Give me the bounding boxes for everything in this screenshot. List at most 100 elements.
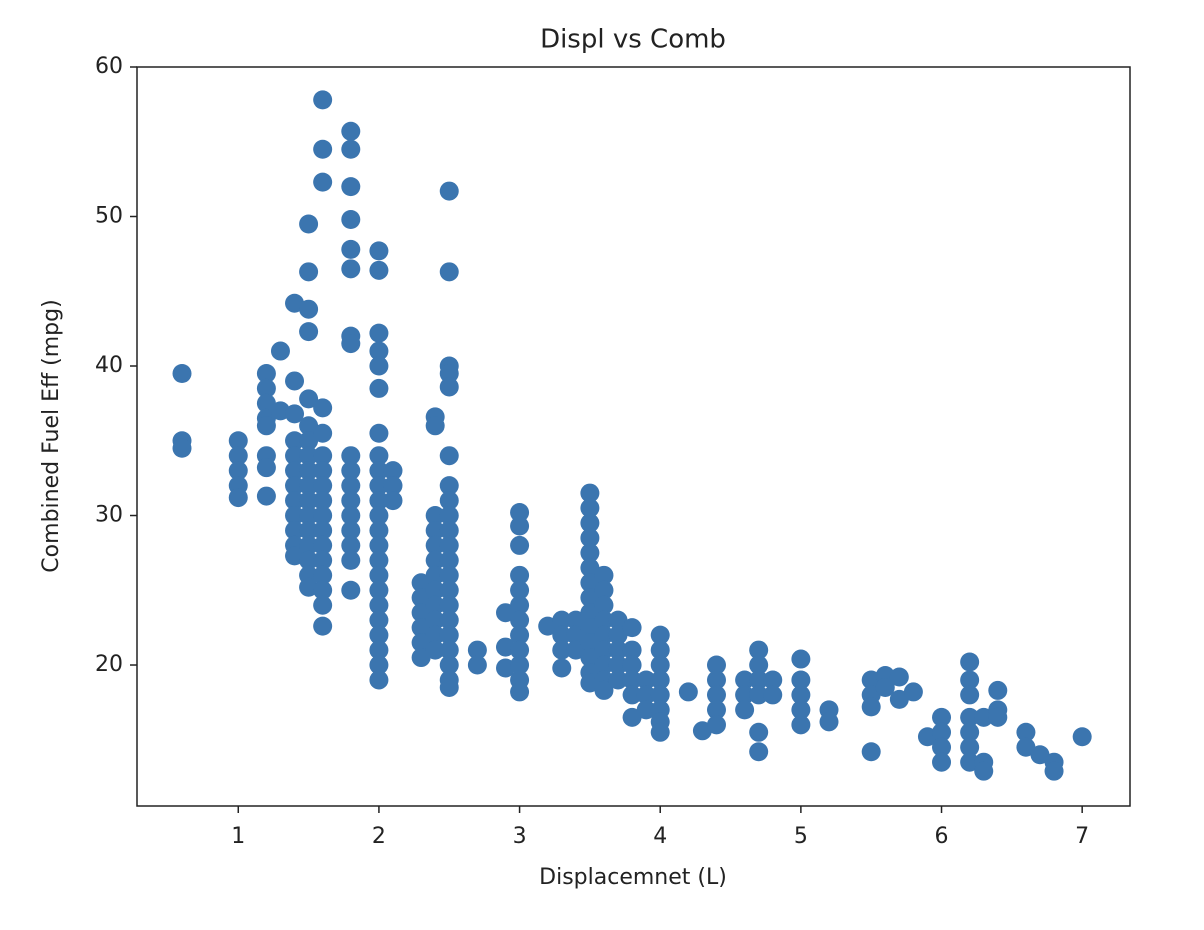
- point: [678, 682, 698, 702]
- point: [932, 707, 952, 727]
- point: [439, 565, 459, 585]
- point: [566, 625, 586, 645]
- point: [594, 565, 614, 585]
- point: [622, 655, 642, 675]
- point: [439, 677, 459, 697]
- point: [172, 438, 192, 458]
- point: [256, 416, 276, 436]
- point: [425, 610, 445, 630]
- point: [510, 580, 530, 600]
- point: [285, 431, 305, 451]
- point: [960, 722, 980, 742]
- point: [369, 491, 389, 511]
- point: [411, 648, 431, 668]
- point: [594, 625, 614, 645]
- point: [425, 580, 445, 600]
- point: [510, 516, 530, 536]
- point: [411, 633, 431, 653]
- point: [285, 506, 305, 526]
- point: [172, 363, 192, 383]
- point: [608, 610, 628, 630]
- point: [285, 491, 305, 511]
- point: [313, 476, 333, 496]
- y-tick-label: 40: [95, 353, 123, 378]
- point: [791, 700, 811, 720]
- point: [580, 633, 600, 653]
- point: [566, 610, 586, 630]
- point: [1016, 737, 1036, 757]
- point: [299, 476, 319, 496]
- point: [960, 752, 980, 772]
- point: [749, 685, 769, 705]
- point: [299, 461, 319, 481]
- point: [988, 680, 1008, 700]
- point: [341, 580, 361, 600]
- point: [299, 535, 319, 555]
- point: [791, 670, 811, 690]
- point: [706, 685, 726, 705]
- point: [932, 722, 952, 742]
- point: [608, 640, 628, 660]
- point: [369, 565, 389, 585]
- point: [285, 371, 305, 391]
- point: [369, 520, 389, 540]
- point: [1072, 727, 1092, 747]
- point: [341, 506, 361, 526]
- point: [425, 520, 445, 540]
- point: [313, 595, 333, 615]
- point: [313, 520, 333, 540]
- point: [411, 573, 431, 593]
- point: [299, 431, 319, 451]
- point: [439, 595, 459, 615]
- point: [932, 737, 952, 757]
- point: [580, 603, 600, 623]
- point: [749, 722, 769, 742]
- point: [510, 565, 530, 585]
- y-tick-label: 20: [95, 652, 123, 677]
- point: [706, 700, 726, 720]
- point: [369, 550, 389, 570]
- point: [299, 299, 319, 319]
- point: [552, 625, 572, 645]
- point: [974, 761, 994, 781]
- point: [735, 685, 755, 705]
- point: [594, 595, 614, 615]
- point: [594, 680, 614, 700]
- point: [369, 535, 389, 555]
- x-tick-label: 1: [231, 824, 245, 849]
- point: [960, 652, 980, 672]
- point: [580, 543, 600, 563]
- point: [285, 404, 305, 424]
- point: [439, 655, 459, 675]
- point: [650, 625, 670, 645]
- y-tick-label: 60: [95, 54, 123, 79]
- point: [580, 498, 600, 518]
- point: [341, 121, 361, 141]
- point: [425, 416, 445, 436]
- point: [383, 491, 403, 511]
- point: [580, 588, 600, 608]
- point: [580, 483, 600, 503]
- point: [369, 323, 389, 343]
- point: [369, 670, 389, 690]
- point: [439, 580, 459, 600]
- point: [228, 431, 248, 451]
- point: [439, 535, 459, 555]
- point: [425, 640, 445, 660]
- point: [594, 610, 614, 630]
- y-tick-label: 50: [95, 204, 123, 229]
- point: [256, 458, 276, 478]
- point: [313, 535, 333, 555]
- plot-frame: [136, 66, 1131, 807]
- point: [299, 446, 319, 466]
- point: [369, 595, 389, 615]
- point: [608, 625, 628, 645]
- point: [341, 476, 361, 496]
- x-tick-label: 6: [935, 824, 949, 849]
- point: [369, 446, 389, 466]
- point: [580, 618, 600, 638]
- point: [622, 685, 642, 705]
- x-tick-label: 2: [372, 824, 386, 849]
- point: [369, 260, 389, 280]
